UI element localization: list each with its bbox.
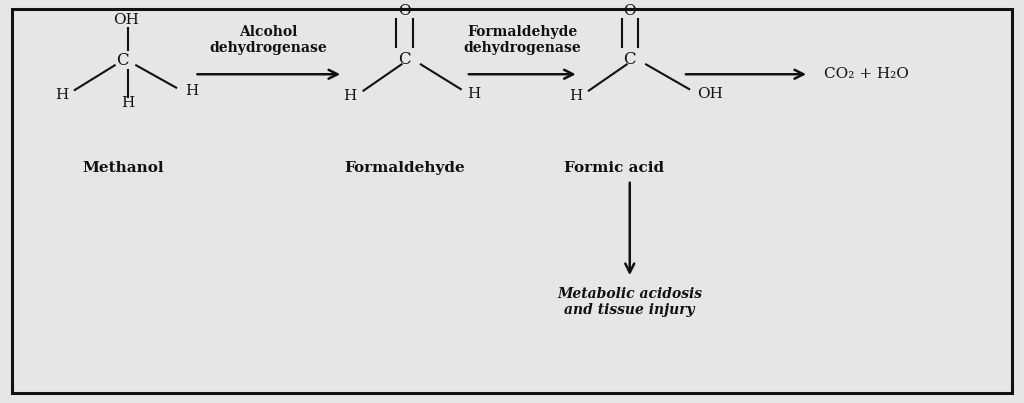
Text: Formaldehyde: Formaldehyde — [344, 161, 465, 175]
Text: H: H — [468, 87, 480, 101]
Text: Methanol: Methanol — [82, 161, 164, 175]
Text: Alcohol
dehydrogenase: Alcohol dehydrogenase — [210, 25, 327, 55]
Text: H: H — [344, 89, 356, 103]
Text: CO₂ + H₂O: CO₂ + H₂O — [824, 67, 909, 81]
Text: OH: OH — [113, 12, 139, 27]
Text: OH: OH — [696, 87, 723, 101]
Text: H: H — [185, 84, 198, 98]
Text: Formaldehyde
dehydrogenase: Formaldehyde dehydrogenase — [464, 25, 581, 55]
Text: H: H — [122, 96, 134, 110]
Text: Metabolic acidosis
and tissue injury: Metabolic acidosis and tissue injury — [557, 287, 702, 317]
Text: C: C — [398, 51, 411, 68]
FancyBboxPatch shape — [12, 9, 1012, 393]
Text: Formic acid: Formic acid — [564, 161, 665, 175]
Text: O: O — [624, 4, 636, 18]
Text: H: H — [569, 89, 582, 103]
Text: H: H — [55, 88, 68, 102]
Text: C: C — [117, 52, 129, 69]
Text: O: O — [398, 4, 411, 18]
Text: C: C — [624, 51, 636, 68]
